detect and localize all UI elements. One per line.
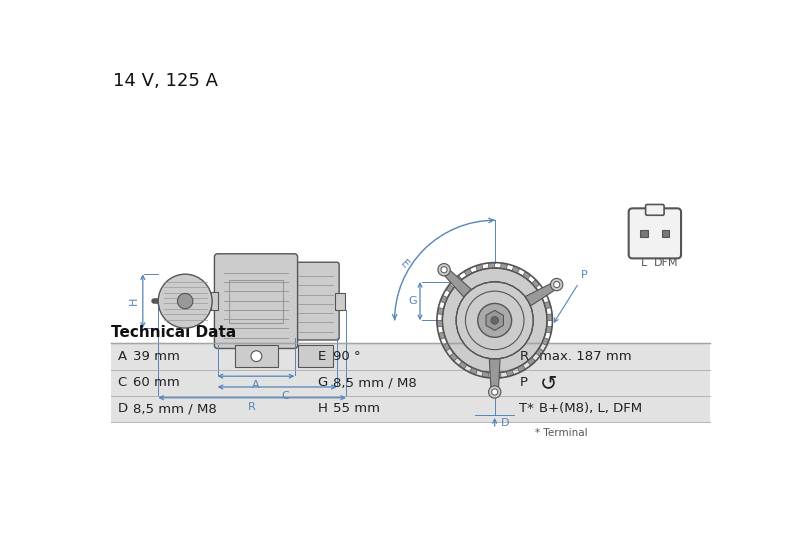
Polygon shape (442, 267, 471, 297)
Text: 14 V, 125 A: 14 V, 125 A (113, 72, 218, 91)
Circle shape (438, 264, 450, 276)
Circle shape (466, 291, 524, 350)
Text: E: E (318, 350, 326, 363)
Text: 60 mm: 60 mm (133, 376, 179, 389)
Circle shape (554, 281, 560, 288)
Polygon shape (490, 359, 500, 392)
Circle shape (456, 282, 534, 359)
Polygon shape (546, 326, 552, 333)
Polygon shape (526, 281, 558, 306)
Text: G: G (318, 376, 328, 389)
Polygon shape (512, 266, 520, 273)
Bar (229, 280, 283, 322)
Polygon shape (464, 268, 472, 276)
Polygon shape (544, 301, 551, 309)
Bar (298, 345, 333, 367)
Text: 90 °: 90 ° (333, 350, 361, 363)
Bar (111, 343, 710, 370)
Polygon shape (536, 348, 543, 357)
FancyBboxPatch shape (214, 254, 298, 349)
Polygon shape (539, 289, 546, 297)
Bar (335, 293, 345, 310)
Text: C: C (118, 376, 126, 389)
Text: D: D (118, 402, 127, 415)
Text: G: G (408, 296, 417, 306)
Circle shape (441, 266, 447, 273)
Bar (662, 230, 670, 237)
Circle shape (178, 294, 193, 309)
Polygon shape (506, 370, 514, 377)
Polygon shape (488, 263, 494, 268)
Polygon shape (518, 365, 526, 373)
FancyBboxPatch shape (292, 262, 339, 340)
Text: L: L (641, 257, 647, 268)
Text: 8,5 mm / M8: 8,5 mm / M8 (333, 376, 417, 389)
Polygon shape (494, 373, 501, 378)
Text: H: H (318, 402, 327, 415)
Polygon shape (486, 310, 503, 330)
Bar (111, 396, 710, 422)
Circle shape (158, 274, 212, 328)
Text: B+(M8), L, DFM: B+(M8), L, DFM (539, 402, 642, 415)
Text: * Terminal: * Terminal (534, 428, 587, 438)
Polygon shape (442, 343, 450, 351)
Bar (210, 292, 218, 310)
Polygon shape (438, 332, 446, 340)
Text: Technical Data: Technical Data (111, 325, 237, 341)
Polygon shape (450, 353, 458, 361)
Circle shape (491, 317, 498, 324)
Text: R: R (519, 350, 529, 363)
Circle shape (442, 268, 547, 373)
Polygon shape (454, 275, 462, 284)
Text: P: P (581, 270, 588, 280)
Bar (111, 370, 710, 396)
Polygon shape (458, 361, 467, 369)
Polygon shape (482, 372, 489, 378)
Text: ↺: ↺ (539, 374, 557, 393)
Circle shape (478, 303, 512, 337)
Circle shape (550, 278, 563, 290)
Bar (640, 230, 648, 237)
Text: 55 mm: 55 mm (333, 402, 380, 415)
Text: P: P (519, 376, 527, 389)
Polygon shape (542, 338, 550, 345)
Polygon shape (546, 314, 553, 320)
Circle shape (251, 351, 262, 361)
Polygon shape (532, 279, 540, 288)
Text: E: E (398, 258, 410, 270)
Polygon shape (437, 320, 442, 327)
Text: max. 187 mm: max. 187 mm (539, 350, 632, 363)
Text: D: D (501, 418, 510, 428)
Text: R: R (248, 401, 256, 411)
FancyBboxPatch shape (646, 205, 664, 215)
Bar (235, 345, 278, 367)
Circle shape (492, 389, 498, 395)
Polygon shape (438, 308, 444, 314)
Text: DFM: DFM (654, 257, 678, 268)
Text: 8,5 mm / M8: 8,5 mm / M8 (133, 402, 217, 415)
Text: T*: T* (519, 402, 534, 415)
Text: 39 mm: 39 mm (133, 350, 180, 363)
Polygon shape (527, 358, 535, 366)
FancyBboxPatch shape (629, 208, 681, 259)
Polygon shape (522, 271, 530, 279)
Polygon shape (476, 264, 483, 271)
Text: A: A (118, 350, 126, 363)
Text: H: H (129, 297, 139, 305)
Circle shape (489, 386, 501, 398)
Text: C: C (281, 391, 289, 401)
Polygon shape (470, 368, 478, 375)
Polygon shape (440, 295, 447, 303)
Text: A: A (252, 380, 260, 390)
Polygon shape (501, 263, 507, 269)
Polygon shape (446, 285, 454, 293)
